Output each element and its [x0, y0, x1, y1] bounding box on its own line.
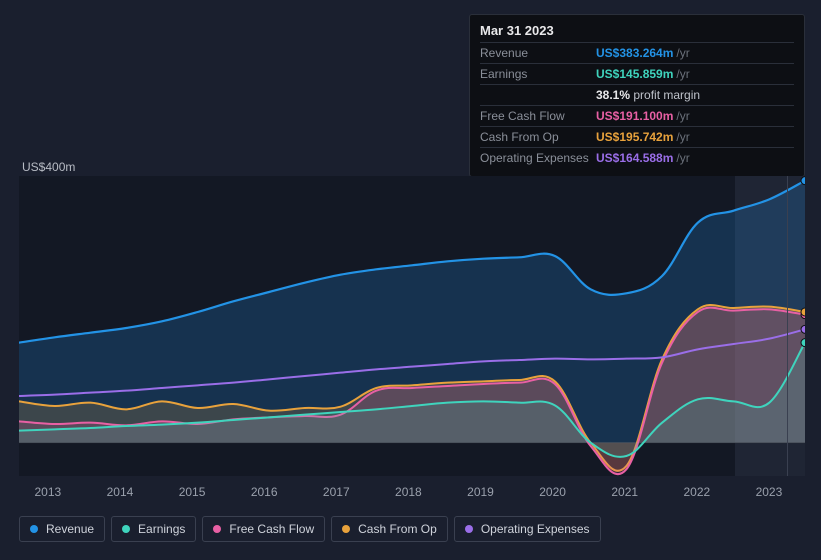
- series-marker-cfo: [801, 308, 805, 316]
- x-axis: 2013 2014 2015 2016 2017 2018 2019 2020 2021 2022…: [19, 485, 805, 503]
- legend-dot: [213, 525, 221, 533]
- tooltip-row-value: US$191.100m/yr: [596, 109, 690, 123]
- x-tick: 2014: [107, 485, 134, 499]
- legend-dot: [30, 525, 38, 533]
- y-tick-max: US$400m: [22, 160, 75, 174]
- chart-plot-area[interactable]: [19, 176, 805, 476]
- tooltip-row: Free Cash FlowUS$191.100m/yr: [480, 105, 794, 126]
- x-tick: 2023: [756, 485, 783, 499]
- tooltip-row-unit: /yr: [676, 151, 689, 165]
- x-tick: 2019: [467, 485, 494, 499]
- legend-item[interactable]: Cash From Op: [331, 516, 448, 542]
- tooltip-row-unit: /yr: [676, 67, 689, 81]
- chart-legend: Revenue Earnings Free Cash Flow Cash From O…: [19, 516, 601, 542]
- legend-item[interactable]: Earnings: [111, 516, 196, 542]
- x-tick: 2020: [539, 485, 566, 499]
- series-marker-earnings: [801, 339, 805, 347]
- tooltip-row-value: US$383.264m/yr: [596, 46, 690, 60]
- tooltip-row: Operating ExpensesUS$164.588m/yr: [480, 147, 794, 168]
- chart-container: Mar 31 2023 RevenueUS$383.264m/yrEarning…: [0, 0, 821, 560]
- tooltip-row-label: Earnings: [480, 67, 596, 81]
- tooltip-row-extra: 38.1% profit margin: [480, 84, 794, 105]
- tooltip-vline: [787, 176, 788, 476]
- legend-dot: [465, 525, 473, 533]
- x-tick: 2013: [34, 485, 61, 499]
- tooltip-row-unit: /yr: [676, 130, 689, 144]
- legend-label: Revenue: [46, 522, 94, 536]
- legend-item[interactable]: Revenue: [19, 516, 105, 542]
- tooltip-row-label: Revenue: [480, 46, 596, 60]
- x-tick: 2017: [323, 485, 350, 499]
- tooltip-row-label: Operating Expenses: [480, 151, 596, 165]
- series-marker-opex: [801, 325, 805, 333]
- tooltip-row-label: Cash From Op: [480, 130, 596, 144]
- tooltip-row-unit: /yr: [676, 46, 689, 60]
- legend-dot: [122, 525, 130, 533]
- tooltip-date: Mar 31 2023: [480, 21, 794, 42]
- x-tick: 2021: [611, 485, 638, 499]
- tooltip-row: EarningsUS$145.859m/yr: [480, 63, 794, 84]
- tooltip-row-value: US$164.588m/yr: [596, 151, 690, 165]
- tooltip-row-value: US$145.859m/yr: [596, 67, 690, 81]
- legend-item[interactable]: Free Cash Flow: [202, 516, 325, 542]
- series-marker-revenue: [801, 177, 805, 185]
- tooltip-row-unit: /yr: [676, 109, 689, 123]
- legend-dot: [342, 525, 350, 533]
- x-tick: 2022: [683, 485, 710, 499]
- tooltip-row-label: Free Cash Flow: [480, 109, 596, 123]
- legend-label: Operating Expenses: [481, 522, 590, 536]
- legend-label: Cash From Op: [358, 522, 437, 536]
- x-tick: 2018: [395, 485, 422, 499]
- legend-label: Free Cash Flow: [229, 522, 314, 536]
- tooltip-row: Cash From OpUS$195.742m/yr: [480, 126, 794, 147]
- tooltip-row-value: US$195.742m/yr: [596, 130, 690, 144]
- legend-label: Earnings: [138, 522, 185, 536]
- chart-svg: [19, 176, 805, 476]
- chart-tooltip: Mar 31 2023 RevenueUS$383.264m/yrEarning…: [469, 14, 805, 177]
- tooltip-row: RevenueUS$383.264m/yr: [480, 42, 794, 63]
- legend-item[interactable]: Operating Expenses: [454, 516, 601, 542]
- x-tick: 2016: [251, 485, 278, 499]
- x-tick: 2015: [179, 485, 206, 499]
